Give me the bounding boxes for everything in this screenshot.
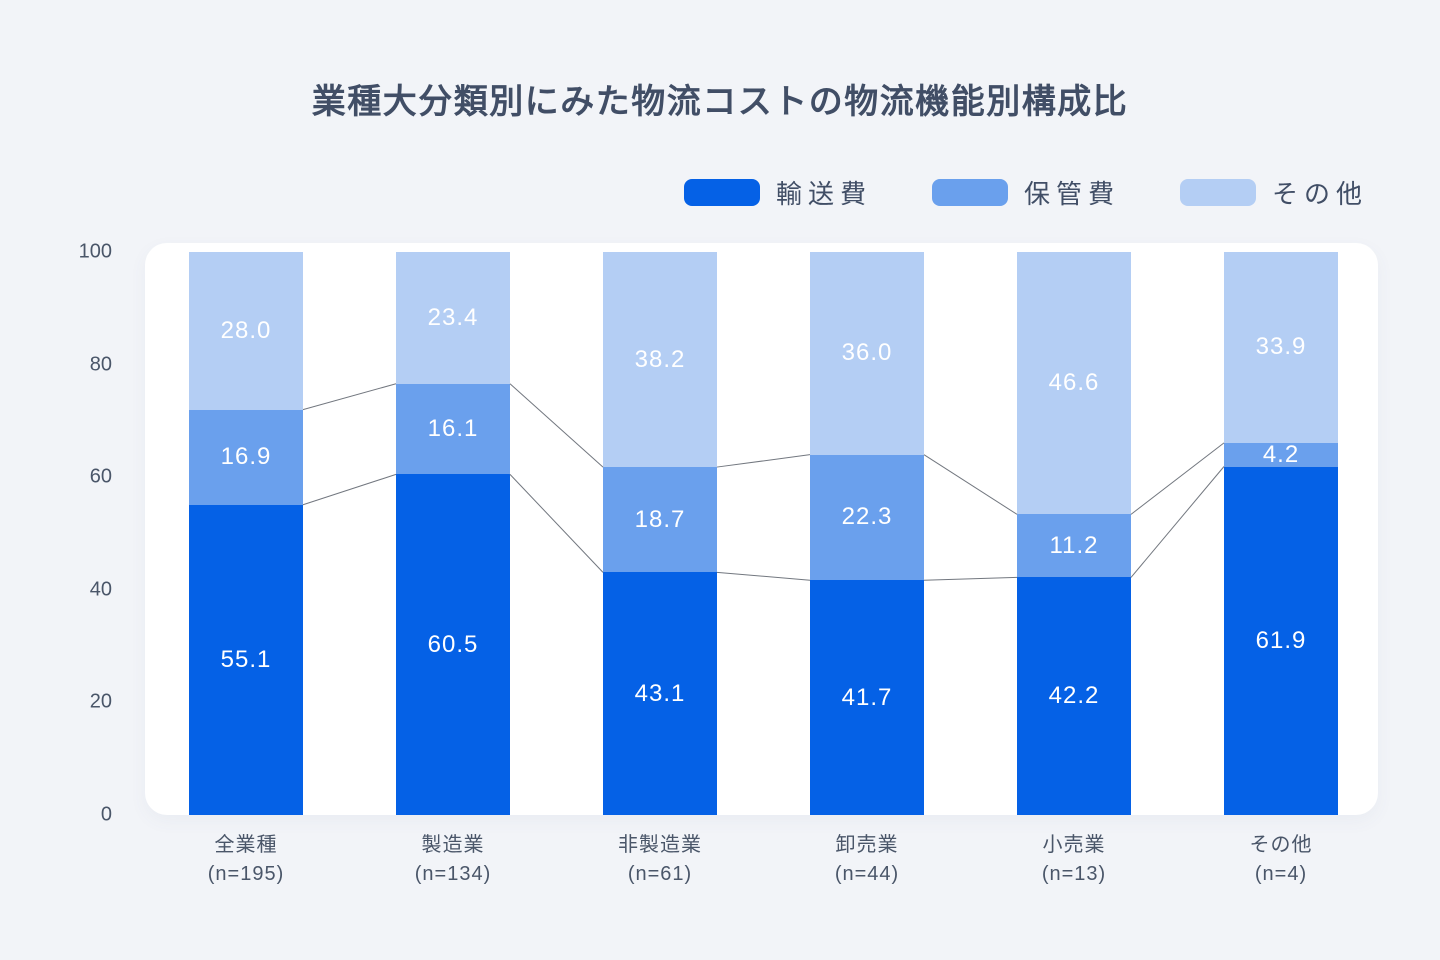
stacked-bar: 42.2 11.2 46.6 [1017,252,1131,815]
category-count: (n=134) [414,863,492,885]
bar-segment: 43.1 [603,572,717,815]
legend-item-storage: 保管費 [931,174,1120,211]
legend-label-storage: 保管費 [1023,179,1120,209]
bar-segment: 46.6 [1017,252,1131,515]
value-label: 28.0 [220,316,272,344]
bar-segment: 23.4 [396,252,510,384]
y-tick-label: 20 [89,690,112,713]
category-label: その他 (n=4) [1250,831,1313,889]
value-label: 11.2 [1049,531,1099,559]
stacked-bar: 43.1 18.7 38.2 [603,252,717,815]
category-label: 小売業 (n=13) [1042,831,1106,889]
category-count: (n=195) [207,863,285,885]
bars-layer: 55.1 16.9 28.0 60.5 16.1 23.4 43.1 18.7 38.2 41.7… [145,252,1378,815]
value-label: 55.1 [220,645,272,673]
category-name: 製造業 [421,834,485,856]
bar-segment: 55.1 [189,504,303,815]
bar-segment: 36.0 [810,252,924,455]
value-label: 42.2 [1048,682,1100,710]
y-tick-label: 0 [100,803,112,826]
bar-segment: 42.2 [1017,577,1131,815]
category-name: 卸売業 [835,834,899,856]
legend-label-transport: 輸送費 [775,179,872,209]
legend-label-other: その他 [1271,179,1368,209]
chart-title: 業種大分類別にみた物流コストの物流機能別構成比 [311,83,1129,121]
bar-segment: 41.7 [810,580,924,815]
category-name: 小売業 [1042,834,1106,856]
value-label: 4.2 [1262,440,1300,468]
category-count: (n=4) [1254,863,1308,885]
category-count: (n=61) [627,863,693,885]
category-label: 非製造業 (n=61) [618,831,702,889]
bar-segment: 28.0 [189,252,303,410]
value-label: 43.1 [634,679,686,707]
y-tick-label: 80 [89,353,112,376]
x-axis-labels: 全業種 (n=195) 製造業 (n=134) 非製造業 (n=61) 卸売業 (n=44) 小… [145,831,1378,911]
legend: 輸送費 保管費 その他 [683,174,1368,211]
category-label: 製造業 (n=134) [415,831,492,889]
bar-segment: 11.2 [1017,514,1131,578]
value-label: 60.5 [427,630,479,658]
category-label: 卸売業 (n=44) [835,831,899,889]
category-label: 全業種 (n=195) [208,831,285,889]
legend-item-transport: 輸送費 [683,174,872,211]
bar-segment: 38.2 [603,252,717,468]
value-label: 22.3 [841,503,893,531]
legend-swatch-other-icon [1179,179,1256,206]
y-tick-label: 60 [89,465,112,488]
plot-area: 55.1 16.9 28.0 60.5 16.1 23.4 43.1 18.7 38.2 41.7… [145,243,1378,815]
stacked-bar: 41.7 22.3 36.0 [810,252,924,815]
value-label: 33.9 [1255,333,1307,361]
category-name: 全業種 [214,834,278,856]
stacked-bar: 55.1 16.9 28.0 [189,252,303,815]
value-label: 36.0 [841,339,893,367]
bar-segment: 16.1 [396,383,510,475]
y-tick-label: 100 [78,240,112,263]
value-label: 16.1 [427,415,479,443]
bar-segment: 4.2 [1224,440,1338,468]
value-label: 41.7 [841,683,893,711]
legend-swatch-transport-icon [683,179,760,206]
legend-item-other: その他 [1179,174,1368,211]
stacked-bar: 60.5 16.1 23.4 [396,252,510,815]
bar-segment: 16.9 [189,409,303,505]
value-label: 46.6 [1048,369,1100,397]
value-label: 18.7 [634,505,686,533]
y-axis: 0 20 40 60 80 100 [40,240,112,826]
legend-swatch-storage-icon [931,179,1008,206]
category-count: (n=44) [834,863,900,885]
category-count: (n=13) [1041,863,1107,885]
value-label: 16.9 [220,443,272,471]
bar-segment: 61.9 [1224,466,1338,815]
category-name: その他 [1249,834,1313,856]
stacked-bar: 61.9 4.2 33.9 [1224,252,1338,815]
value-label: 61.9 [1255,626,1307,654]
bar-segment: 60.5 [396,474,510,815]
category-name: 非製造業 [618,834,702,856]
value-label: 23.4 [427,303,479,331]
y-tick-label: 40 [89,578,112,601]
bar-segment: 22.3 [810,454,924,581]
value-label: 38.2 [634,345,686,373]
bar-segment: 18.7 [603,467,717,573]
bar-segment: 33.9 [1224,252,1338,443]
